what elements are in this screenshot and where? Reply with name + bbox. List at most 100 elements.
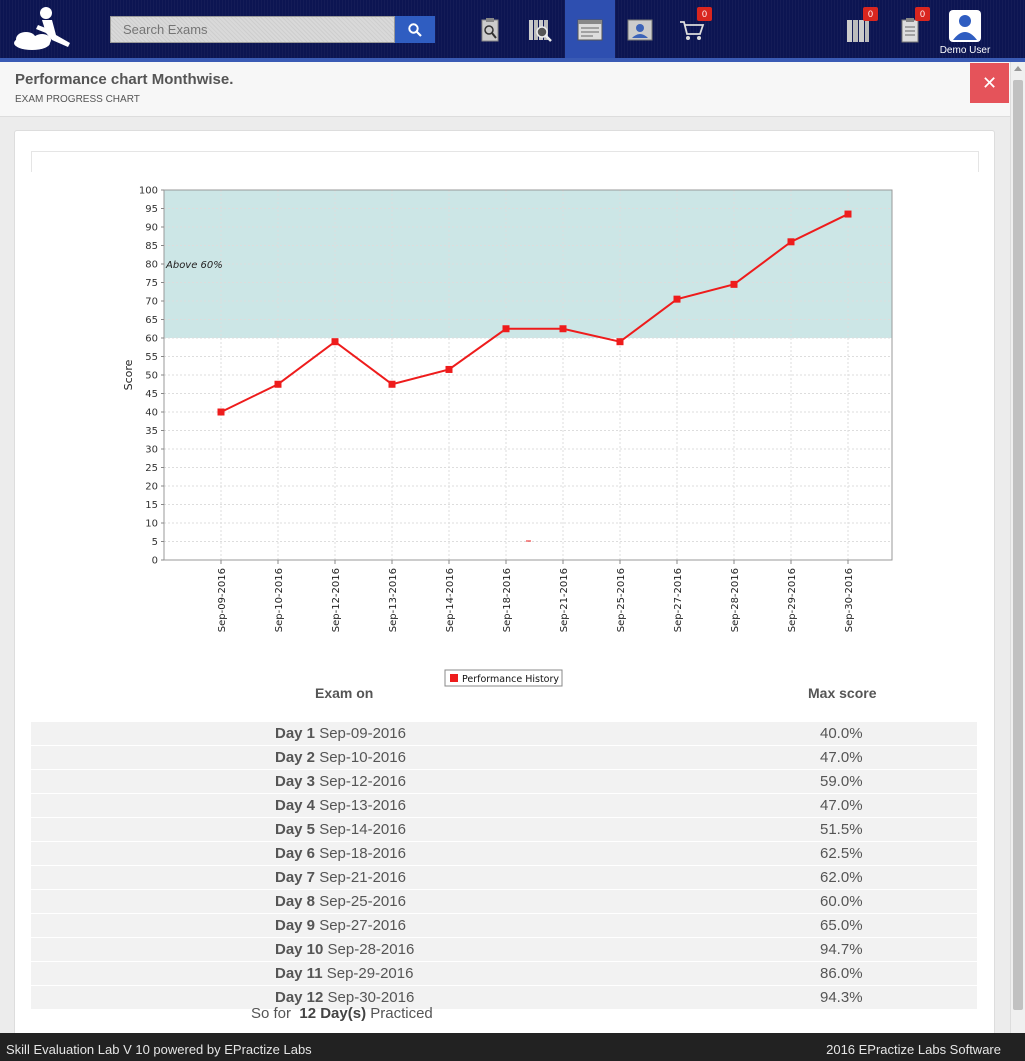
legend-swatch <box>450 674 458 682</box>
row-exam-date: Day 4 Sep-13-2016 <box>275 797 406 814</box>
practice-summary: So for 12 Day(s) Practiced <box>251 1005 433 1022</box>
x-tick-label: Sep-28-2016 <box>730 568 741 632</box>
scroll-up-arrow-icon[interactable] <box>1014 66 1022 71</box>
close-icon: ✕ <box>981 72 998 93</box>
row-exam-date: Day 11 Sep-29-2016 <box>275 965 413 982</box>
data-point <box>787 238 795 246</box>
row-date: Sep-12-2016 <box>319 773 406 790</box>
table-row: Day 2 Sep-10-2016 47.0% <box>31 746 977 770</box>
y-tick-label: 80 <box>145 260 158 271</box>
y-tick-label: 0 <box>152 556 158 567</box>
row-date: Sep-29-2016 <box>326 965 414 982</box>
footer-copyright-text: 2016 EPractize Labs Software <box>826 1042 1001 1057</box>
x-tick-label: Sep-29-2016 <box>787 568 798 632</box>
notes-count-badge: 0 <box>915 7 930 21</box>
scroll-thumb[interactable] <box>1013 80 1023 1010</box>
row-exam-date: Day 2 Sep-10-2016 <box>275 749 406 766</box>
page-header: Performance chart Monthwise. EXAM PROGRE… <box>0 62 1010 117</box>
row-date: Sep-18-2016 <box>319 845 406 862</box>
books-icon <box>847 20 869 42</box>
search-button[interactable] <box>395 16 435 43</box>
data-point <box>331 338 339 346</box>
legend-box <box>444 669 563 687</box>
x-tick-label: Sep-10-2016 <box>274 568 285 632</box>
library-count-badge: 0 <box>863 7 878 21</box>
nav-library[interactable]: 0 <box>838 7 878 50</box>
row-day-label: Day 3 <box>275 773 316 790</box>
row-date: Sep-21-2016 <box>319 869 406 886</box>
table-row: Day 11 Sep-29-2016 86.0% <box>31 962 977 986</box>
data-point <box>217 408 225 416</box>
nav-exam-clipboard[interactable] <box>470 10 510 50</box>
chart-card-inner-frame <box>31 151 979 172</box>
contact-card-icon <box>627 19 653 41</box>
table-row: Day 3 Sep-12-2016 59.0% <box>31 770 977 794</box>
row-day-label: Day 11 <box>275 965 323 982</box>
row-max-score: 65.0% <box>820 917 863 934</box>
x-tick-label: Sep-18-2016 <box>502 568 513 632</box>
row-max-score: 60.0% <box>820 893 863 910</box>
table-row: Day 1 Sep-09-2016 40.0% <box>31 722 977 746</box>
series-line <box>220 213 849 413</box>
nav-reports[interactable] <box>570 10 610 50</box>
y-tick-label: 95 <box>145 204 158 215</box>
nav-notes[interactable]: 0 <box>890 7 930 50</box>
nav-cart[interactable]: 0 <box>672 7 712 50</box>
search-input[interactable] <box>110 16 395 43</box>
performance-chart: 0 5 10 15 20 25 30 35 40 45 50 55 60 65 70 75 80 85 90 95 10… <box>122 186 893 687</box>
data-point <box>673 295 681 303</box>
y-tick-label: 85 <box>145 241 158 252</box>
data-point <box>616 338 624 346</box>
x-tick-label: Sep-27-2016 <box>673 568 684 632</box>
row-max-score: 94.7% <box>820 941 863 958</box>
column-header-exam-on: Exam on <box>315 685 374 701</box>
page-subtitle: EXAM PROGRESS CHART <box>15 94 140 105</box>
table-row: Day 9 Sep-27-2016 65.0% <box>31 914 977 938</box>
summary-suffix: Practiced <box>370 1005 433 1022</box>
row-max-score: 86.0% <box>820 965 863 982</box>
summary-day-count: 12 Day(s) <box>299 1005 367 1022</box>
row-max-score: 40.0% <box>820 725 863 742</box>
row-date: Sep-13-2016 <box>319 797 406 814</box>
y-tick-label: 40 <box>145 408 158 419</box>
row-exam-date: Day 12 Sep-30-2016 <box>275 989 414 1006</box>
data-point <box>388 380 396 388</box>
row-date: Sep-10-2016 <box>319 749 406 766</box>
row-date: Sep-27-2016 <box>319 917 406 934</box>
footer: Skill Evaluation Lab V 10 powered by EPr… <box>0 1033 1025 1061</box>
y-tick-label: 45 <box>145 389 158 400</box>
close-button[interactable]: ✕ <box>970 63 1009 103</box>
x-tick-label: Sep-12-2016 <box>331 568 342 632</box>
data-point <box>730 280 738 288</box>
row-day-label: Day 4 <box>275 797 316 814</box>
y-tick-label: 20 <box>145 482 158 493</box>
x-tick-label: Sep-13-2016 <box>388 568 399 632</box>
nav-profile-card[interactable] <box>620 10 660 50</box>
row-day-label: Day 8 <box>275 893 316 910</box>
data-point <box>844 210 852 218</box>
row-exam-date: Day 10 Sep-28-2016 <box>275 941 414 958</box>
nav-library-search[interactable] <box>520 10 560 50</box>
row-max-score: 47.0% <box>820 797 863 814</box>
data-point <box>445 365 453 373</box>
logo-icon <box>14 7 70 50</box>
row-day-label: Day 2 <box>275 749 316 766</box>
table-row: Day 5 Sep-14-2016 51.5% <box>31 818 977 842</box>
row-date: Sep-30-2016 <box>327 989 415 1006</box>
vertical-scrollbar[interactable] <box>1010 62 1025 1033</box>
user-menu[interactable]: Demo User <box>934 8 996 58</box>
row-max-score: 94.3% <box>820 989 863 1006</box>
x-tick-label: Sep-09-2016 <box>217 568 228 632</box>
data-point <box>274 380 282 388</box>
row-date: Sep-25-2016 <box>319 893 406 910</box>
row-day-label: Day 5 <box>275 821 316 838</box>
row-day-label: Day 10 <box>275 941 324 958</box>
app-logo[interactable] <box>12 3 74 51</box>
y-tick-label: 5 <box>152 537 158 548</box>
row-exam-date: Day 5 Sep-14-2016 <box>275 821 406 838</box>
column-header-max-score: Max score <box>808 685 877 701</box>
row-max-score: 51.5% <box>820 821 863 838</box>
y-tick-label: 70 <box>145 297 158 308</box>
y-axis-label: Score <box>122 359 135 390</box>
row-exam-date: Day 8 Sep-25-2016 <box>275 893 406 910</box>
